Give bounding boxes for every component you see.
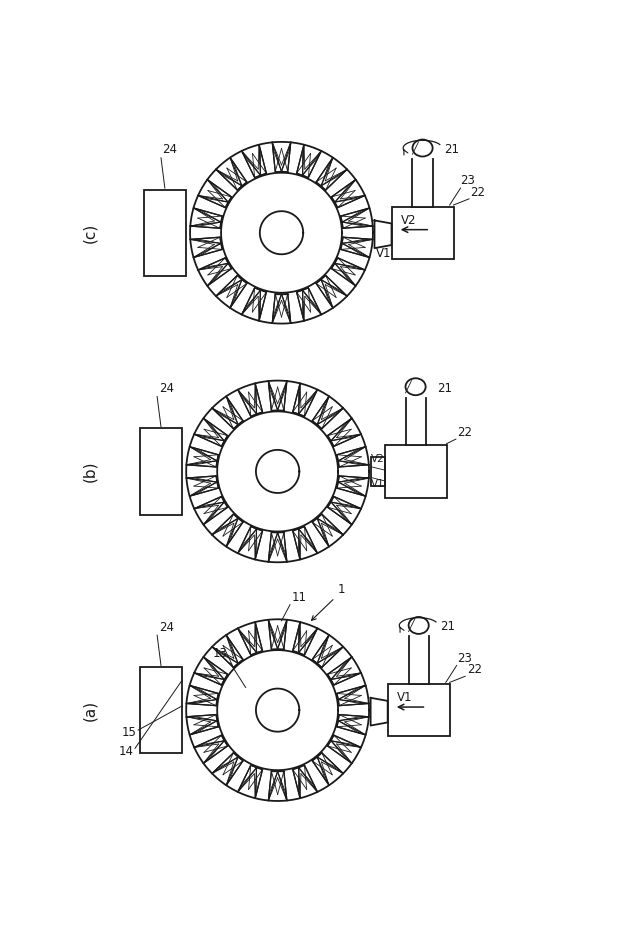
Bar: [385, 445, 447, 498]
Text: 14: 14: [118, 745, 134, 758]
Text: 15: 15: [122, 726, 136, 739]
Text: 22: 22: [458, 426, 472, 439]
Text: 21: 21: [444, 144, 460, 156]
Bar: [392, 207, 454, 259]
Text: V1: V1: [376, 247, 392, 260]
Text: 13: 13: [212, 647, 227, 660]
Text: V1: V1: [397, 691, 412, 704]
Text: (c): (c): [82, 223, 97, 243]
Text: (a): (a): [82, 700, 97, 720]
Text: 24: 24: [163, 144, 177, 157]
Text: 21: 21: [437, 382, 452, 395]
Text: 24: 24: [159, 621, 173, 634]
Text: 23: 23: [457, 651, 472, 665]
Text: 22: 22: [470, 185, 486, 199]
Text: 24: 24: [159, 382, 173, 395]
Text: 21: 21: [440, 621, 456, 634]
Bar: [371, 457, 385, 487]
Text: V1: V1: [371, 479, 385, 489]
Text: 1: 1: [338, 583, 346, 596]
Text: V2: V2: [371, 455, 385, 464]
Bar: [140, 667, 182, 753]
Bar: [388, 684, 450, 736]
Text: 22: 22: [467, 664, 482, 677]
Bar: [143, 189, 186, 276]
Text: 23: 23: [461, 174, 476, 187]
Text: 11: 11: [292, 591, 307, 604]
Bar: [140, 429, 182, 514]
Text: (b): (b): [82, 460, 97, 482]
Text: V2: V2: [401, 213, 417, 226]
